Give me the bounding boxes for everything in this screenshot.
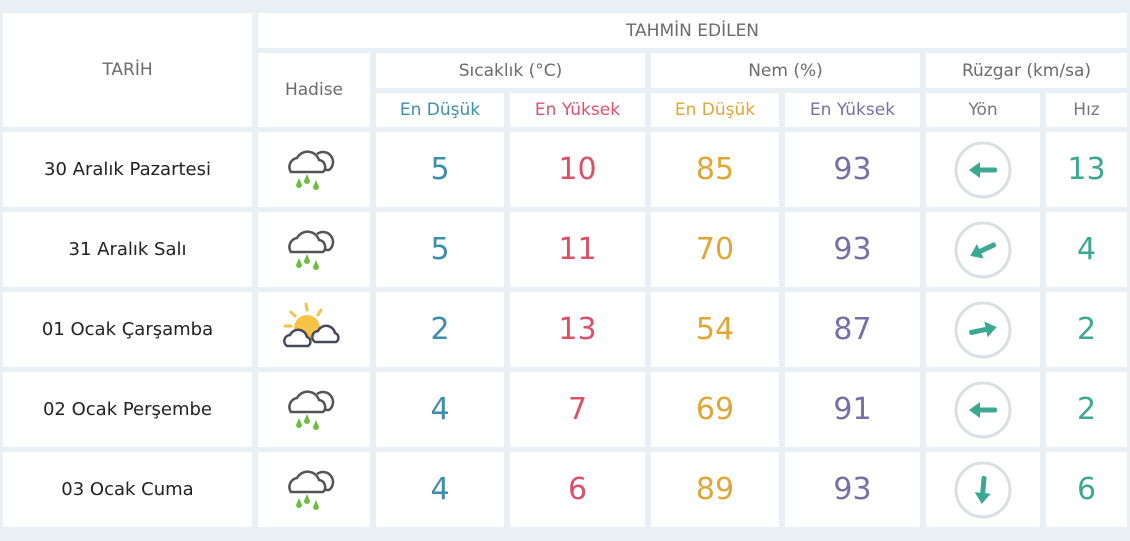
rain-cloud-icon [279,140,349,200]
weather-cell [258,212,370,287]
wind-speed: 4 [1046,212,1127,287]
row-date: 31 Aralık Salı [3,212,252,287]
weather-cell [258,132,370,207]
header-forecast: TAHMİN EDİLEN [258,13,1127,48]
temp-min: 2 [376,292,504,367]
wind-speed: 2 [1046,372,1127,447]
header-event: Hadise [258,53,370,127]
wind-direction [926,132,1040,207]
weather-cell [258,372,370,447]
temp-min: 5 [376,212,504,287]
header-wind: Rüzgar (km/sa) [926,53,1127,88]
wind-arrow-icon [954,301,1012,358]
temp-max: 11 [510,212,645,287]
wind-speed: 13 [1046,132,1127,207]
row-date: 30 Aralık Pazartesi [3,132,252,207]
wind-arrow-icon [954,141,1012,198]
header-hum-min: En Düşük [651,93,779,127]
rain-cloud-icon [279,380,349,440]
sun-cloud-icon [279,300,349,360]
temp-max: 6 [510,452,645,527]
wind-speed: 6 [1046,452,1127,527]
temp-min: 4 [376,452,504,527]
wind-arrow-icon [954,381,1012,438]
row-date: 01 Ocak Çarşamba [3,292,252,367]
header-hum-max: En Yüksek [785,93,920,127]
weather-cell [258,292,370,367]
forecast-table: TARİH TAHMİN EDİLEN Hadise Sıcaklık (°C)… [3,13,1127,527]
humidity-min: 70 [651,212,779,287]
humidity-max: 91 [785,372,920,447]
wind-direction [926,292,1040,367]
header-wind-speed: Hız [1046,93,1127,127]
row-date: 03 Ocak Cuma [3,452,252,527]
header-temp-max: En Yüksek [510,93,645,127]
humidity-max: 93 [785,132,920,207]
wind-direction [926,372,1040,447]
wind-arrow-icon [954,461,1012,518]
humidity-min: 89 [651,452,779,527]
wind-speed: 2 [1046,292,1127,367]
humidity-max: 93 [785,212,920,287]
temp-max: 10 [510,132,645,207]
humidity-min: 54 [651,292,779,367]
temp-max: 13 [510,292,645,367]
humidity-max: 87 [785,292,920,367]
weather-cell [258,452,370,527]
rain-cloud-icon [279,220,349,280]
header-humidity: Nem (%) [651,53,920,88]
rain-cloud-icon [279,460,349,520]
wind-direction [926,212,1040,287]
header-wind-direction: Yön [926,93,1040,127]
header-temp-min: En Düşük [376,93,504,127]
row-date: 02 Ocak Perşembe [3,372,252,447]
humidity-max: 93 [785,452,920,527]
temp-max: 7 [510,372,645,447]
temp-min: 4 [376,372,504,447]
humidity-min: 85 [651,132,779,207]
humidity-min: 69 [651,372,779,447]
temp-min: 5 [376,132,504,207]
wind-arrow-icon [954,221,1012,278]
header-date: TARİH [3,13,252,127]
wind-direction [926,452,1040,527]
header-temperature: Sıcaklık (°C) [376,53,645,88]
